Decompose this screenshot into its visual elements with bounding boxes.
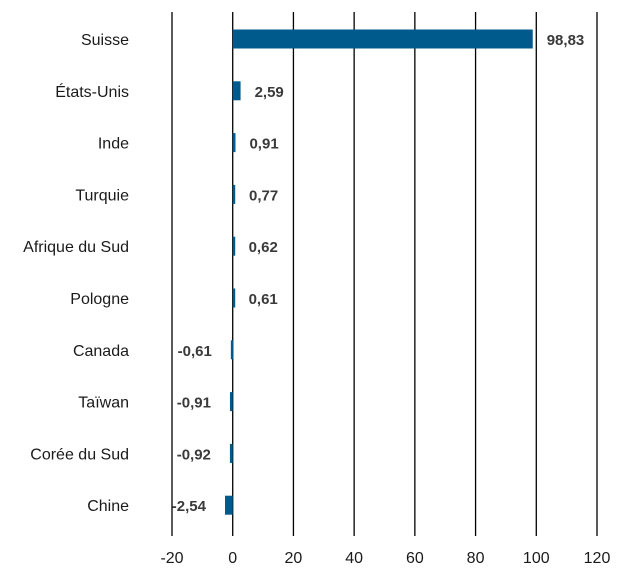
x-tick-label: 80	[467, 550, 485, 567]
bar	[225, 495, 233, 515]
data-labels: 98,83 2,59 0,91 0,77 0,62 0,61 -0,61 -0,91 -0,92…	[172, 32, 584, 515]
bar	[229, 443, 233, 463]
bars	[225, 29, 533, 515]
x-axis-tick-labels: -20 0 20 40 60 80 100 120	[160, 550, 610, 567]
category-label: Inde	[98, 136, 129, 153]
bar	[229, 392, 233, 412]
bar	[232, 184, 236, 204]
category-label: Turquie	[75, 187, 129, 204]
data-label: 2,59	[255, 84, 284, 101]
data-label: 98,83	[547, 32, 585, 49]
x-tick-label: 120	[584, 550, 611, 567]
data-label: 0,77	[249, 187, 278, 204]
x-tick-label: 20	[285, 550, 303, 567]
x-tick-label: 0	[228, 550, 237, 567]
x-tick-label: 100	[523, 550, 550, 567]
data-label: 0,61	[249, 291, 278, 308]
x-tick-label: 40	[345, 550, 363, 567]
data-label: -0,91	[177, 395, 211, 412]
category-label: Taïwan	[78, 395, 129, 412]
bar	[232, 29, 533, 49]
data-label: 0,62	[249, 239, 278, 256]
bar	[232, 236, 236, 256]
bar	[230, 340, 234, 360]
bar	[232, 288, 236, 308]
data-label: -0,61	[178, 343, 212, 360]
category-label: Canada	[73, 343, 129, 360]
category-label: Chine	[87, 498, 129, 515]
data-label: -0,92	[177, 446, 211, 463]
data-label: -2,54	[172, 498, 207, 515]
category-label: Suisse	[81, 32, 129, 49]
category-labels: Suisse États-Unis Inde Turquie Afrique du Su…	[23, 32, 129, 515]
x-tick-label: 60	[406, 550, 424, 567]
data-label: 0,91	[249, 136, 278, 153]
category-label: Pologne	[70, 291, 129, 308]
category-label: Afrique du Sud	[23, 239, 129, 256]
bar	[232, 81, 241, 101]
bar	[232, 133, 236, 153]
x-tick-label: -20	[160, 550, 183, 567]
category-label: États-Unis	[55, 82, 129, 101]
category-label: Corée du Sud	[30, 446, 129, 463]
